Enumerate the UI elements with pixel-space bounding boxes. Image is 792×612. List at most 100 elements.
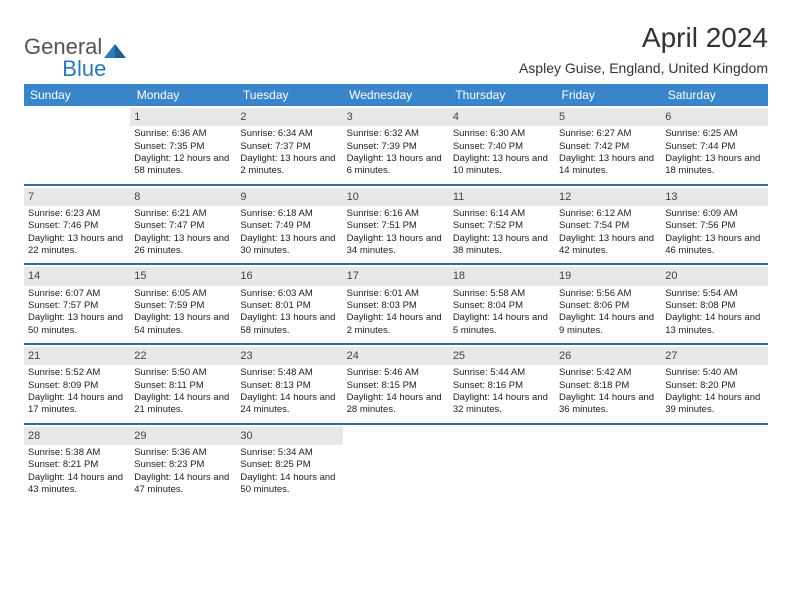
calendar-header-row: SundayMondayTuesdayWednesdayThursdayFrid… [24,84,768,106]
day-header: Friday [555,84,661,106]
day-number: 7 [24,188,130,206]
day-number: 1 [130,108,236,126]
calendar-day-cell: 7 Sunrise: 6:23 AMSunset: 7:46 PMDaylight… [24,185,130,265]
calendar-day-cell: 2Sunrise: 6:34 AMSunset: 7:37 PMDaylight… [236,106,342,185]
sunrise-line: Sunrise: 5:44 AM [453,367,551,379]
sunset-line: Sunset: 7:46 PM [28,220,126,232]
sunset-line: Sunset: 8:18 PM [559,380,657,392]
calendar-day-cell: 27Sunrise: 5:40 AMSunset: 8:20 PMDayligh… [661,344,767,424]
calendar-day-cell: 8Sunrise: 6:21 AMSunset: 7:47 PMDaylight… [130,185,236,265]
sunset-line: Sunset: 8:01 PM [240,300,338,312]
daylight-line: Daylight: 13 hours and 2 minutes. [240,153,338,178]
calendar-day-cell: 22Sunrise: 5:50 AMSunset: 8:11 PMDayligh… [130,344,236,424]
day-number: 15 [130,267,236,285]
sunset-line: Sunset: 7:51 PM [347,220,445,232]
daylight-line: Daylight: 13 hours and 30 minutes. [240,233,338,258]
sunset-line: Sunset: 8:23 PM [134,459,232,471]
daylight-line: Daylight: 14 hours and 36 minutes. [559,392,657,417]
sunrise-line: Sunrise: 5:54 AM [665,288,763,300]
day-number: 13 [661,188,767,206]
brand-logo: General Blue [24,24,106,70]
sunset-line: Sunset: 7:42 PM [559,141,657,153]
daylight-line: Daylight: 13 hours and 34 minutes. [347,233,445,258]
sunrise-line: Sunrise: 6:34 AM [240,128,338,140]
daylight-line: Daylight: 14 hours and 50 minutes. [240,472,338,497]
calendar-day-cell: . [449,424,555,503]
sunrise-line: Sunrise: 5:34 AM [240,447,338,459]
day-number: 20 [661,267,767,285]
calendar-day-cell: 30Sunrise: 5:34 AMSunset: 8:25 PMDayligh… [236,424,342,503]
sunrise-line: Sunrise: 6:14 AM [453,208,551,220]
day-number: 10 [343,188,449,206]
daylight-line: Daylight: 13 hours and 50 minutes. [28,312,126,337]
brand-part2: Blue [62,56,106,82]
calendar-day-cell: 13Sunrise: 6:09 AMSunset: 7:56 PMDayligh… [661,185,767,265]
calendar-page: General Blue April 2024 Aspley Guise, En… [0,0,792,612]
sunrise-line: Sunrise: 5:58 AM [453,288,551,300]
daylight-line: Daylight: 13 hours and 26 minutes. [134,233,232,258]
day-header: Thursday [449,84,555,106]
daylight-line: Daylight: 13 hours and 54 minutes. [134,312,232,337]
calendar-day-cell: . [661,424,767,503]
day-number: 30 [236,427,342,445]
calendar-day-cell: 19Sunrise: 5:56 AMSunset: 8:06 PMDayligh… [555,264,661,344]
header: General Blue April 2024 Aspley Guise, En… [24,24,768,76]
sunset-line: Sunset: 8:21 PM [28,459,126,471]
calendar-day-cell: 26Sunrise: 5:42 AMSunset: 8:18 PMDayligh… [555,344,661,424]
day-number: 4 [449,108,555,126]
sunset-line: Sunset: 7:52 PM [453,220,551,232]
calendar-day-cell: 20Sunrise: 5:54 AMSunset: 8:08 PMDayligh… [661,264,767,344]
sunset-line: Sunset: 7:57 PM [28,300,126,312]
day-number: 23 [236,347,342,365]
location-subtitle: Aspley Guise, England, United Kingdom [519,60,768,76]
sunrise-line: Sunrise: 6:36 AM [134,128,232,140]
day-number: 8 [130,188,236,206]
sunset-line: Sunset: 7:39 PM [347,141,445,153]
sunrise-line: Sunrise: 6:01 AM [347,288,445,300]
daylight-line: Daylight: 13 hours and 18 minutes. [665,153,763,178]
sunrise-line: Sunrise: 6:23 AM [28,208,126,220]
sunrise-line: Sunrise: 5:46 AM [347,367,445,379]
sunrise-line: Sunrise: 6:12 AM [559,208,657,220]
day-number: 5 [555,108,661,126]
sunrise-line: Sunrise: 6:27 AM [559,128,657,140]
day-number: 22 [130,347,236,365]
sunrise-line: Sunrise: 6:32 AM [347,128,445,140]
sunrise-line: Sunrise: 5:48 AM [240,367,338,379]
sunrise-line: Sunrise: 6:30 AM [453,128,551,140]
sunset-line: Sunset: 7:35 PM [134,141,232,153]
calendar-day-cell: 23Sunrise: 5:48 AMSunset: 8:13 PMDayligh… [236,344,342,424]
calendar-table: SundayMondayTuesdayWednesdayThursdayFrid… [24,84,768,502]
daylight-line: Daylight: 13 hours and 38 minutes. [453,233,551,258]
daylight-line: Daylight: 14 hours and 32 minutes. [453,392,551,417]
sunrise-line: Sunrise: 6:25 AM [665,128,763,140]
calendar-day-cell: 25Sunrise: 5:44 AMSunset: 8:16 PMDayligh… [449,344,555,424]
day-number: 24 [343,347,449,365]
sunrise-line: Sunrise: 5:40 AM [665,367,763,379]
sunset-line: Sunset: 8:04 PM [453,300,551,312]
day-number: 6 [661,108,767,126]
sunset-line: Sunset: 8:09 PM [28,380,126,392]
calendar-day-cell: 16Sunrise: 6:03 AMSunset: 8:01 PMDayligh… [236,264,342,344]
sunset-line: Sunset: 7:44 PM [665,141,763,153]
calendar-day-cell: 6 Sunrise: 6:25 AMSunset: 7:44 PMDaylight… [661,106,767,185]
daylight-line: Daylight: 14 hours and 17 minutes. [28,392,126,417]
day-number: 26 [555,347,661,365]
calendar-day-cell: 28Sunrise: 5:38 AMSunset: 8:21 PMDayligh… [24,424,130,503]
daylight-line: Daylight: 13 hours and 14 minutes. [559,153,657,178]
calendar-day-cell: 5 Sunrise: 6:27 AMSunset: 7:42 PMDaylight… [555,106,661,185]
sunset-line: Sunset: 7:54 PM [559,220,657,232]
calendar-week: .1Sunrise: 6:36 AMSunset: 7:35 PMDayligh… [24,106,768,185]
sunrise-line: Sunrise: 5:52 AM [28,367,126,379]
sunrise-line: Sunrise: 5:36 AM [134,447,232,459]
day-header: Saturday [661,84,767,106]
calendar-day-cell: 24Sunrise: 5:46 AMSunset: 8:15 PMDayligh… [343,344,449,424]
calendar-day-cell: 9Sunrise: 6:18 AMSunset: 7:49 PMDaylight… [236,185,342,265]
day-number: 27 [661,347,767,365]
calendar-week: 21Sunrise: 5:52 AMSunset: 8:09 PMDayligh… [24,344,768,424]
day-number: 17 [343,267,449,285]
sunrise-line: Sunrise: 6:16 AM [347,208,445,220]
daylight-line: Daylight: 13 hours and 22 minutes. [28,233,126,258]
calendar-week: 7Sunrise: 6:23 AMSunset: 7:46 PMDaylight… [24,185,768,265]
day-number: 21 [24,347,130,365]
